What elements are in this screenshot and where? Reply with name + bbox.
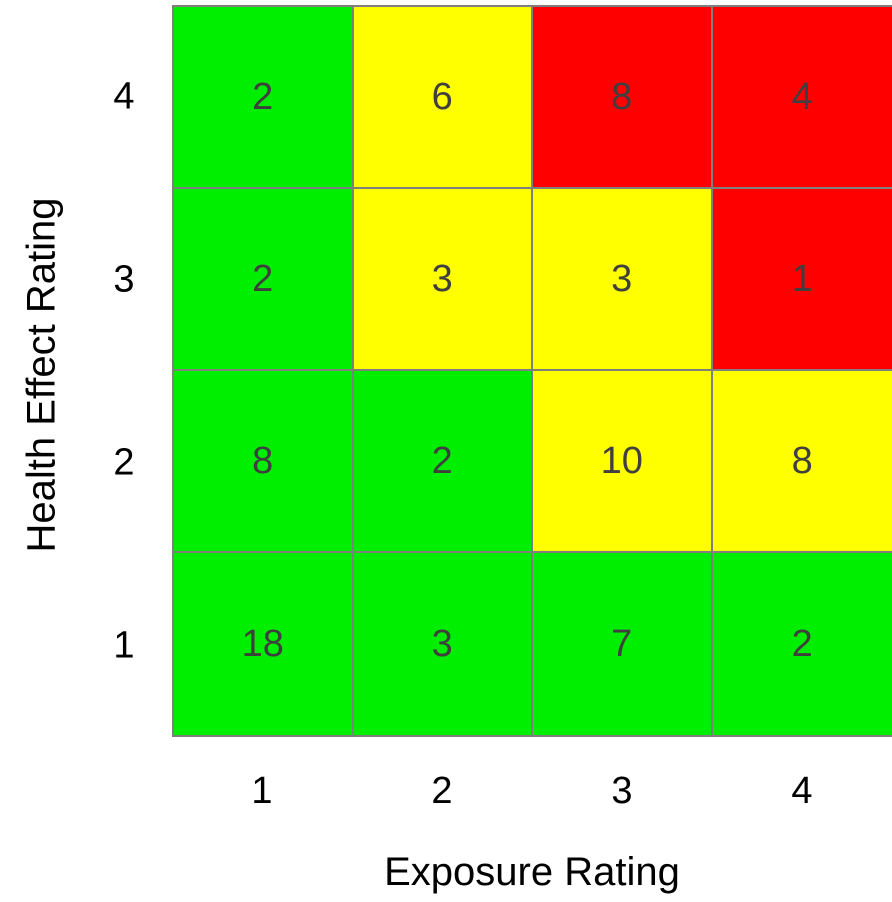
- x-axis-label: Exposure Rating: [384, 850, 680, 894]
- matrix-cell-r3-c3: 3: [533, 189, 713, 371]
- matrix-cell-r3-c4: 1: [712, 189, 892, 371]
- matrix-cell-r4-c1: 2: [174, 7, 354, 189]
- matrix-cell-r1-c1: 18: [174, 553, 354, 735]
- matrix-cell-r1-c2: 3: [353, 553, 533, 735]
- matrix-cell-r2-c4: 8: [712, 371, 892, 553]
- matrix-cell-r1-c3: 7: [533, 553, 713, 735]
- matrix-cell-r2-c1: 8: [174, 371, 354, 553]
- matrix-cell-r2-c3: 10: [533, 371, 713, 553]
- matrix-cell-r2-c2: 2: [353, 371, 533, 553]
- x-tick-label: 1: [251, 770, 273, 812]
- y-tick-label: 2: [113, 441, 135, 483]
- x-tick-label: 4: [791, 770, 813, 812]
- y-axis-label: Health Effect Rating: [19, 197, 64, 553]
- matrix-cell-r3-c2: 3: [353, 189, 533, 371]
- matrix-cell-r1-c4: 2: [712, 553, 892, 735]
- risk-matrix: 2 6 8 4 2 3 3 1 8 2 10 8 18 3 7 2: [172, 5, 892, 737]
- x-tick-label: 3: [611, 770, 633, 812]
- x-tick-label: 2: [431, 770, 453, 812]
- y-tick-label: 3: [113, 258, 135, 300]
- matrix-cell-r4-c2: 6: [353, 7, 533, 189]
- matrix-cell-r3-c1: 2: [174, 189, 354, 371]
- y-tick-label: 1: [113, 624, 135, 666]
- matrix-cell-r4-c3: 8: [533, 7, 713, 189]
- matrix-cell-r4-c4: 4: [712, 7, 892, 189]
- y-tick-label: 4: [113, 75, 135, 117]
